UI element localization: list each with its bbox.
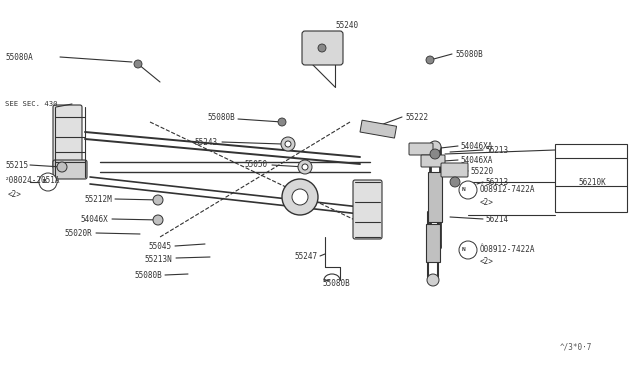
- FancyBboxPatch shape: [421, 155, 445, 167]
- Text: 55240: 55240: [335, 20, 358, 29]
- Circle shape: [430, 149, 440, 159]
- Circle shape: [153, 195, 163, 205]
- FancyBboxPatch shape: [353, 180, 382, 239]
- Text: <2>: <2>: [480, 257, 494, 266]
- Circle shape: [426, 56, 434, 64]
- Text: N: N: [462, 247, 466, 252]
- Circle shape: [153, 215, 163, 225]
- Text: 55247: 55247: [295, 251, 318, 260]
- Text: 55212M: 55212M: [84, 195, 112, 203]
- Text: 55080B: 55080B: [134, 272, 162, 280]
- Bar: [428, 172, 442, 222]
- Circle shape: [459, 241, 477, 259]
- Circle shape: [318, 44, 326, 52]
- Bar: [426, 224, 440, 262]
- Circle shape: [429, 241, 441, 253]
- Circle shape: [282, 179, 318, 215]
- Text: 55222: 55222: [405, 112, 428, 122]
- Text: B: B: [42, 179, 46, 184]
- Text: 55080A: 55080A: [5, 52, 33, 61]
- FancyBboxPatch shape: [53, 160, 87, 179]
- Text: Ô08912-7422A: Ô08912-7422A: [480, 185, 536, 193]
- Circle shape: [429, 141, 441, 153]
- Text: 55080B: 55080B: [207, 112, 235, 122]
- Circle shape: [450, 177, 460, 187]
- Circle shape: [278, 118, 286, 126]
- Text: 55080B: 55080B: [322, 279, 349, 288]
- Text: 56210K: 56210K: [578, 177, 605, 186]
- Text: 55045: 55045: [149, 241, 172, 250]
- Circle shape: [285, 141, 291, 147]
- FancyBboxPatch shape: [302, 31, 343, 65]
- Text: 54046X: 54046X: [80, 215, 108, 224]
- Text: 55213N: 55213N: [144, 254, 172, 263]
- Text: 55220: 55220: [470, 167, 493, 176]
- Text: ^/3*0·7: ^/3*0·7: [560, 343, 593, 352]
- Text: 55020R: 55020R: [64, 228, 92, 237]
- Circle shape: [134, 60, 142, 68]
- Text: 56213: 56213: [485, 177, 508, 186]
- Text: 54046XA: 54046XA: [460, 155, 492, 164]
- FancyBboxPatch shape: [441, 163, 468, 177]
- Text: 56214: 56214: [485, 215, 508, 224]
- Text: 55080B: 55080B: [455, 49, 483, 58]
- Text: 55215: 55215: [5, 160, 28, 170]
- Circle shape: [302, 164, 308, 170]
- Text: ²08024-2051A: ²08024-2051A: [5, 176, 61, 185]
- Text: N: N: [462, 187, 466, 192]
- Circle shape: [57, 162, 67, 172]
- FancyBboxPatch shape: [53, 105, 82, 169]
- Circle shape: [292, 189, 308, 205]
- Circle shape: [281, 137, 295, 151]
- Bar: [360, 120, 397, 138]
- FancyBboxPatch shape: [409, 143, 433, 155]
- Text: 55050: 55050: [245, 160, 268, 169]
- Text: Ô08912-7422A: Ô08912-7422A: [480, 244, 536, 253]
- Text: <2>: <2>: [8, 189, 22, 199]
- Text: 54046XA: 54046XA: [460, 141, 492, 151]
- Circle shape: [459, 181, 477, 199]
- Bar: [555, 144, 627, 212]
- Circle shape: [39, 173, 57, 191]
- Text: 56213: 56213: [485, 145, 508, 154]
- Circle shape: [427, 274, 439, 286]
- Text: <2>: <2>: [480, 198, 494, 206]
- Text: 55243: 55243: [195, 138, 218, 147]
- Text: SEE SEC. 430: SEE SEC. 430: [5, 101, 58, 107]
- Circle shape: [298, 160, 312, 174]
